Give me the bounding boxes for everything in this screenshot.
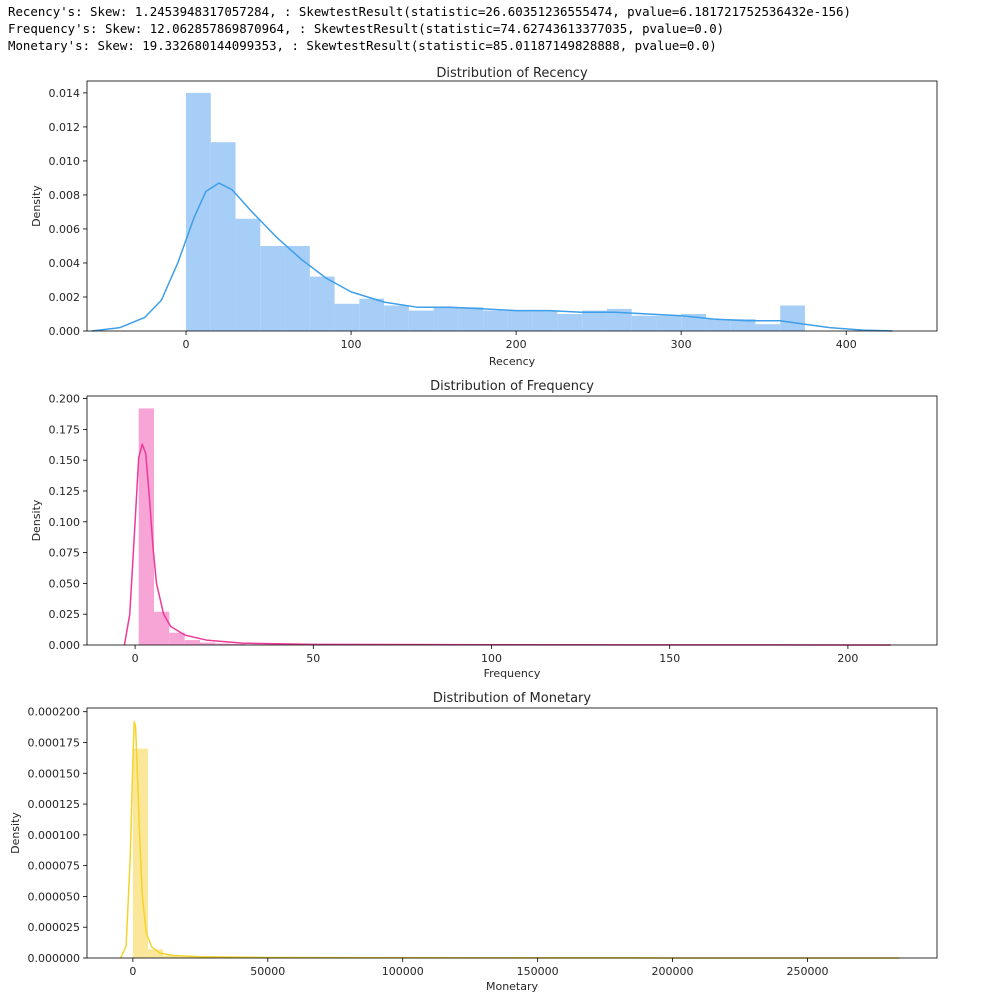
y-tick-label: 0.012 xyxy=(49,121,81,134)
y-tick-label: 0.200 xyxy=(49,393,81,406)
histogram-bar xyxy=(582,310,607,331)
x-tick-label: 150000 xyxy=(517,965,559,978)
y-tick-label: 0.004 xyxy=(49,257,81,270)
y-tick-label: 0.000125 xyxy=(28,798,81,811)
plot-frame xyxy=(86,395,938,646)
kde-curve xyxy=(123,443,891,646)
y-tick-label: 0.000075 xyxy=(28,860,81,873)
y-tick-label: 0.000175 xyxy=(28,736,81,749)
histogram-bar xyxy=(730,319,756,331)
y-tick-label: 0.000 xyxy=(49,639,81,652)
kde-curve xyxy=(120,720,900,959)
histogram-bar xyxy=(359,298,385,331)
x-tick-label: 150 xyxy=(659,652,680,665)
y-tick-label: 0.125 xyxy=(49,485,81,498)
cell-output-text: Recency's: Skew: 1.2453948317057284, : S… xyxy=(8,3,851,54)
histogram-bar xyxy=(606,308,632,331)
chart-title: Distribution of Recency xyxy=(436,66,588,81)
histogram-bar xyxy=(186,92,211,332)
x-tick-label: 0 xyxy=(132,652,139,665)
histogram-bar xyxy=(433,307,459,331)
kde-curve xyxy=(91,182,893,332)
histogram-bar xyxy=(631,315,657,331)
histogram-bar xyxy=(656,315,682,331)
y-tick-label: 0.050 xyxy=(49,577,81,590)
chart-title: Distribution of Monetary xyxy=(433,691,591,706)
histogram-bar xyxy=(215,643,231,645)
histogram-bar xyxy=(780,305,805,331)
histogram-bar xyxy=(210,142,236,331)
x-axis-label: Recency xyxy=(489,355,536,368)
x-axis-label: Monetary xyxy=(486,980,539,993)
plot-frame xyxy=(86,80,938,332)
y-tick-label: 0.002 xyxy=(49,291,81,304)
x-tick-label: 100000 xyxy=(382,965,424,978)
histogram-bar xyxy=(235,218,261,331)
y-tick-label: 0.000200 xyxy=(28,706,81,719)
histogram-bar xyxy=(334,303,360,331)
x-tick-label: 100 xyxy=(341,338,362,351)
histogram-bar xyxy=(147,949,164,958)
histogram-bar xyxy=(199,642,216,645)
y-axis-label: Density xyxy=(9,812,22,854)
histogram-bar xyxy=(230,644,246,645)
y-tick-label: 0.000000 xyxy=(28,952,81,965)
histogram-bar xyxy=(483,310,508,331)
histogram-bar xyxy=(384,305,409,331)
y-tick-label: 0.175 xyxy=(49,423,81,436)
y-tick-label: 0.025 xyxy=(49,608,81,621)
x-tick-label: 300 xyxy=(671,338,692,351)
histogram-bar xyxy=(532,310,558,331)
histogram-bar xyxy=(163,955,179,958)
histogram-bar xyxy=(309,276,335,331)
y-tick-label: 0.006 xyxy=(49,223,81,236)
output-line-monetary-skew: Monetary's: Skew: 19.332680144099353, : … xyxy=(8,38,717,53)
histogram-bar xyxy=(260,245,286,331)
chart-title: Distribution of Frequency xyxy=(430,379,594,394)
y-tick-label: 0.000025 xyxy=(28,921,81,934)
x-tick-label: 50000 xyxy=(250,965,285,978)
x-tick-label: 200 xyxy=(837,652,858,665)
y-tick-label: 0.010 xyxy=(49,155,81,168)
x-tick-label: 400 xyxy=(836,338,857,351)
histogram-bar xyxy=(169,632,185,645)
y-tick-label: 0.014 xyxy=(49,87,81,100)
y-axis-label: Density xyxy=(30,499,43,541)
chart-monetary: 0 50000 100000 150000 200000 250000 0.000000 0.… xyxy=(9,691,938,993)
y-tick-label: 0.000150 xyxy=(28,767,81,780)
histogram-bar xyxy=(138,408,154,645)
y-tick-label: 0.075 xyxy=(49,547,81,560)
histogram-bar xyxy=(184,640,200,645)
x-tick-label: 50 xyxy=(306,652,320,665)
plot-frame xyxy=(86,707,938,959)
y-axis-label: Density xyxy=(30,185,43,227)
x-tick-label: 100 xyxy=(481,652,502,665)
output-line-recency-skew: Recency's: Skew: 1.2453948317057284, : S… xyxy=(8,4,851,19)
chart-frequency: 0 50 100 150 200 0.000 0.025 0.050 0.075 0.100 0.1… xyxy=(30,379,938,680)
histogram-bar xyxy=(557,313,583,331)
x-tick-label: 0 xyxy=(129,965,136,978)
x-tick-label: 250000 xyxy=(786,965,828,978)
chart-recency: 0 100 200 300 400 0.000 0.002 0.004 0.006 0.008 0.… xyxy=(30,66,938,368)
x-tick-label: 200 xyxy=(506,338,527,351)
y-tick-label: 0.000050 xyxy=(28,890,81,903)
x-axis-label: Frequency xyxy=(484,667,541,680)
histogram-bar xyxy=(408,310,434,331)
histogram-bar xyxy=(507,310,533,331)
histogram-bar xyxy=(755,324,781,331)
histogram-bar xyxy=(458,307,484,331)
y-tick-label: 0.008 xyxy=(49,189,81,202)
histogram-bar xyxy=(178,956,214,958)
x-tick-label: 200000 xyxy=(652,965,694,978)
y-tick-label: 0.000 xyxy=(49,325,81,338)
y-tick-label: 0.150 xyxy=(49,454,81,467)
output-line-frequency-skew: Frequency's: Skew: 12.062857869870964, :… xyxy=(8,21,725,36)
histogram-bar xyxy=(705,319,731,331)
histogram-bar xyxy=(285,245,310,331)
y-tick-label: 0.100 xyxy=(49,516,81,529)
y-tick-label: 0.000100 xyxy=(28,829,81,842)
histogram-bar xyxy=(154,611,170,645)
x-tick-label: 0 xyxy=(183,338,190,351)
